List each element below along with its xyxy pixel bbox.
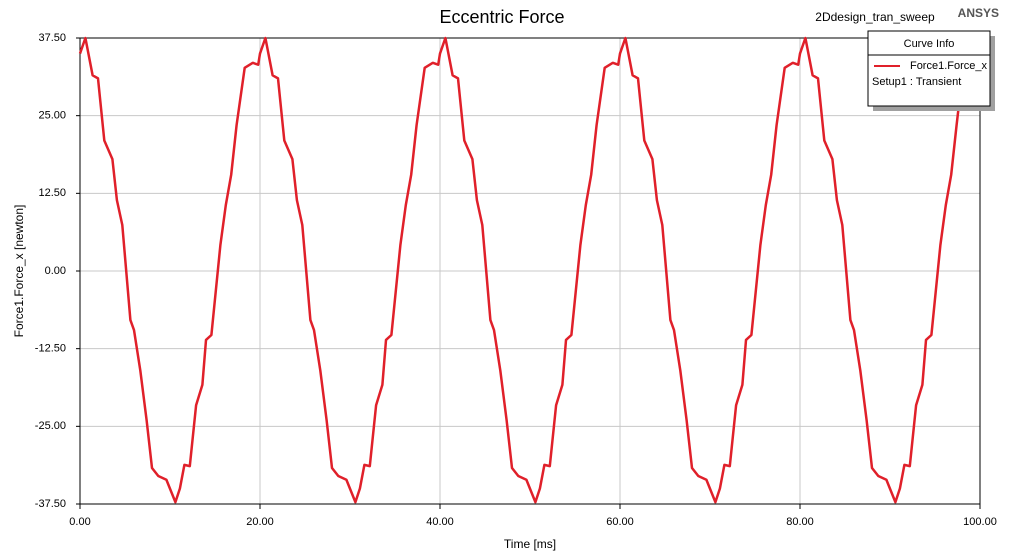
- y-tick-label: 37.50: [38, 32, 66, 44]
- y-tick-label: -12.50: [35, 343, 66, 355]
- legend-box: [867, 30, 991, 107]
- x-tick-label: 80.00: [786, 516, 814, 528]
- x-tick-label: 0.00: [69, 516, 90, 528]
- legend-entry: Force1.Force_x: [910, 60, 988, 72]
- y-tick-label: 12.50: [38, 187, 66, 199]
- y-tick-label: -25.00: [35, 420, 66, 432]
- chart-title: Eccentric Force: [439, 7, 564, 27]
- legend: Curve Info Force1.Force_x Setup1 : Trans…: [867, 30, 995, 111]
- series: [78, 36, 962, 504]
- y-tick-label: 0.00: [45, 265, 66, 277]
- x-tick-label: 40.00: [426, 516, 454, 528]
- x-tick-label: 60.00: [606, 516, 634, 528]
- x-tick-label: 100.00: [963, 516, 997, 528]
- legend-note: Setup1 : Transient: [872, 76, 961, 88]
- subtitle: 2Ddesign_tran_sweep: [815, 10, 935, 24]
- y-tick-label: -37.50: [35, 498, 66, 510]
- brand: ANSYS: [958, 6, 999, 20]
- y-axis-label: Force1.Force_x [newton]: [12, 205, 26, 338]
- series-line: [78, 36, 962, 504]
- x-tick-label: 20.00: [246, 516, 274, 528]
- legend-title: Curve Info: [904, 38, 955, 50]
- x-axis-label: Time [ms]: [504, 537, 556, 551]
- y-tick-label: 25.00: [38, 110, 66, 122]
